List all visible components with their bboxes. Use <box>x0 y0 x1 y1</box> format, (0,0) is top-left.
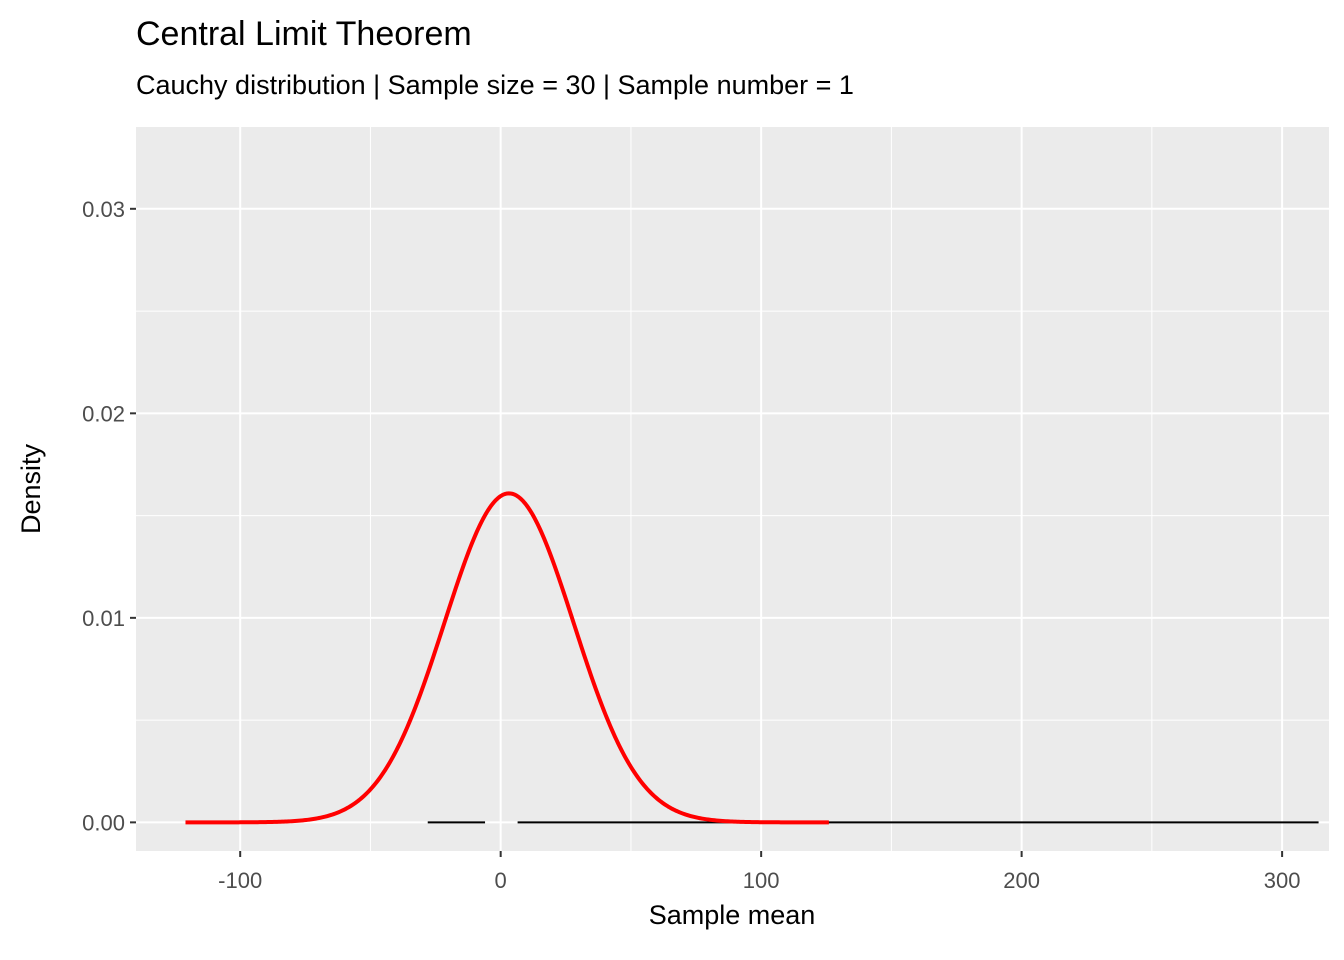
chart-subtitle: Cauchy distribution | Sample size = 30 |… <box>136 70 854 100</box>
y-tick-label: 0.03 <box>82 197 125 222</box>
x-tick-label: 100 <box>743 868 780 893</box>
minor-grid <box>136 127 1329 851</box>
chart-title: Central Limit Theorem <box>136 15 472 53</box>
y-tick-label: 0.02 <box>82 401 125 426</box>
density-curve <box>185 491 830 825</box>
plot-panel <box>136 127 1329 851</box>
x-axis-title: Sample mean <box>649 900 816 930</box>
x-tick-label: 300 <box>1264 868 1301 893</box>
y-axis-title: Density <box>16 443 46 534</box>
x-tick-label: 200 <box>1003 868 1040 893</box>
y-tick-label: 0.00 <box>82 810 125 835</box>
x-tick-label: 0 <box>495 868 507 893</box>
y-axis: 0.00 0.01 0.02 0.03 <box>82 197 136 835</box>
x-tick-label: -100 <box>218 868 262 893</box>
data-layer <box>185 491 1319 825</box>
x-axis: -100 0 100 200 300 <box>218 851 1300 893</box>
y-tick-label: 0.01 <box>82 606 125 631</box>
